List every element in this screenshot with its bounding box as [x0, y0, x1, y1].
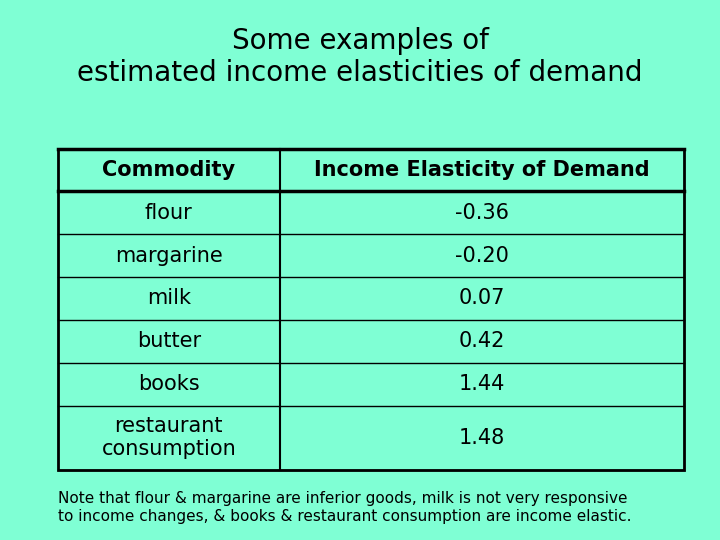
Text: -0.36: -0.36	[455, 202, 509, 223]
Text: restaurant
consumption: restaurant consumption	[102, 416, 236, 459]
Text: Income Elasticity of Demand: Income Elasticity of Demand	[314, 160, 649, 180]
Text: Some examples of
estimated income elasticities of demand: Some examples of estimated income elasti…	[77, 27, 643, 87]
Text: 1.44: 1.44	[459, 374, 505, 394]
Text: 0.42: 0.42	[459, 331, 505, 352]
Text: flour: flour	[145, 202, 193, 223]
Text: 0.07: 0.07	[459, 288, 505, 308]
Text: milk: milk	[147, 288, 191, 308]
Text: Commodity: Commodity	[102, 160, 235, 180]
Text: -0.20: -0.20	[455, 246, 509, 266]
Text: Note that flour & margarine are inferior goods, milk is not very responsive
to i: Note that flour & margarine are inferior…	[58, 491, 631, 524]
Text: butter: butter	[137, 331, 201, 352]
Text: margarine: margarine	[115, 246, 222, 266]
Text: 1.48: 1.48	[459, 428, 505, 448]
Text: books: books	[138, 374, 199, 394]
